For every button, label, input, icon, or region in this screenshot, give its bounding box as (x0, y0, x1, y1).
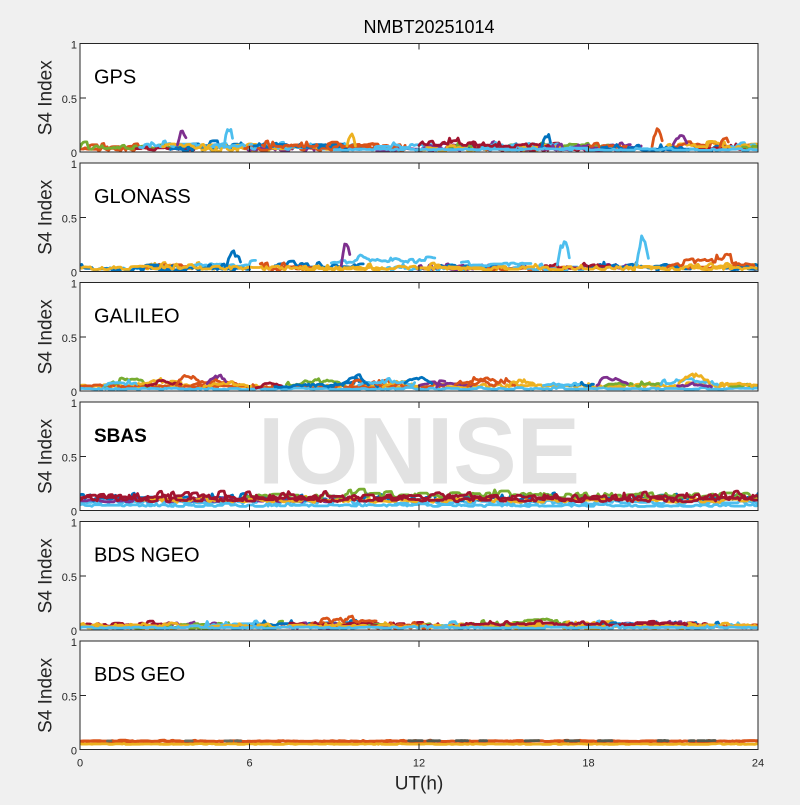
svg-text:BDS GEO: BDS GEO (94, 664, 185, 686)
svg-text:GLONASS: GLONASS (94, 186, 191, 208)
svg-text:S4 Index: S4 Index (36, 60, 57, 135)
svg-text:1: 1 (71, 159, 77, 171)
svg-text:24: 24 (752, 758, 764, 770)
svg-text:0: 0 (71, 746, 77, 758)
svg-text:BDS NGEO: BDS NGEO (94, 545, 200, 567)
svg-text:6: 6 (246, 758, 252, 770)
svg-text:0: 0 (71, 507, 77, 519)
svg-text:0.5: 0.5 (62, 94, 77, 106)
svg-text:1: 1 (71, 40, 77, 52)
svg-text:0.5: 0.5 (62, 213, 77, 225)
svg-text:0.5: 0.5 (62, 572, 77, 584)
svg-text:1: 1 (71, 279, 77, 291)
svg-text:0.5: 0.5 (62, 333, 77, 345)
svg-text:0.5: 0.5 (62, 452, 77, 464)
svg-text:1: 1 (71, 518, 77, 530)
svg-text:IONISE: IONISE (258, 399, 580, 505)
svg-text:0: 0 (71, 387, 77, 399)
svg-text:1: 1 (71, 637, 77, 649)
svg-text:S4 Index: S4 Index (36, 657, 57, 732)
svg-text:0: 0 (77, 758, 83, 770)
svg-text:18: 18 (582, 758, 594, 770)
svg-text:0.5: 0.5 (62, 691, 77, 703)
svg-text:SBAS: SBAS (94, 426, 147, 447)
svg-text:UT(h): UT(h) (395, 774, 444, 795)
svg-text:S4 Index: S4 Index (36, 418, 57, 493)
svg-text:S4 Index: S4 Index (36, 179, 57, 254)
svg-text:NMBT20251014: NMBT20251014 (363, 17, 494, 37)
svg-text:GPS: GPS (94, 67, 136, 89)
svg-text:GALILEO: GALILEO (94, 306, 180, 328)
svg-text:S4 Index: S4 Index (36, 299, 57, 374)
svg-text:12: 12 (413, 758, 425, 770)
svg-text:0: 0 (71, 268, 77, 280)
svg-text:0: 0 (71, 148, 77, 160)
svg-text:S4 Index: S4 Index (36, 538, 57, 613)
svg-text:1: 1 (71, 398, 77, 410)
svg-text:0: 0 (71, 626, 77, 638)
